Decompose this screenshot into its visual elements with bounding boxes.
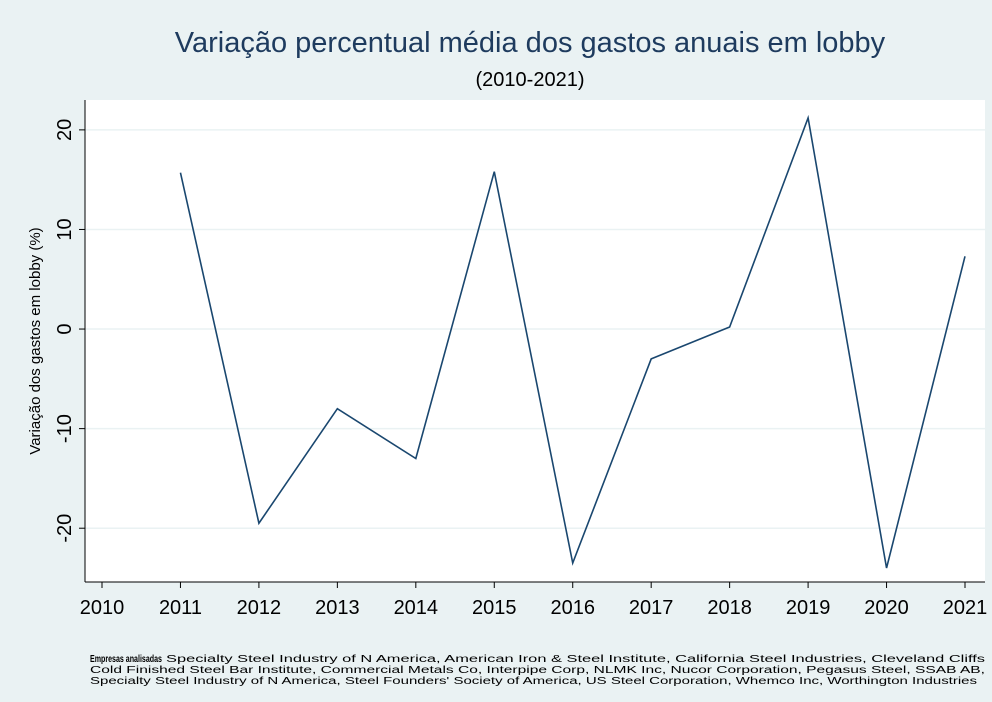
data-line xyxy=(179,114,966,569)
x-tick-label: 2012 xyxy=(237,597,282,619)
y-tick-label: 0 xyxy=(54,323,76,334)
note-line: Cold Finished Steel Bar Institute, Comme… xyxy=(90,665,985,676)
y-tick-label: -20 xyxy=(54,514,76,543)
x-tick-label: 2017 xyxy=(629,597,674,619)
note-line: Specialty Steel Industry of N America, A… xyxy=(166,654,985,665)
chart-title: Variação percentual média dos gastos anu… xyxy=(175,27,886,59)
x-tick-label: 2014 xyxy=(394,597,439,619)
x-tick-label: 2010 xyxy=(80,597,125,619)
note-line: Specialty Steel Industry of N America, S… xyxy=(90,676,977,687)
x-tick-label: 2018 xyxy=(707,597,752,619)
x-tick-label: 2019 xyxy=(786,597,831,619)
y-tick-label: -10 xyxy=(54,414,76,443)
x-tick-label: 2011 xyxy=(159,597,202,619)
note-label: Empresas analisadas xyxy=(90,654,162,665)
x-tick-label: 2021 xyxy=(943,597,988,619)
x-tick-label: 2015 xyxy=(472,597,517,619)
chart-subtitle: (2010-2021) xyxy=(476,69,585,91)
y-tick-label: 10 xyxy=(54,218,76,240)
plot-area xyxy=(85,100,985,582)
y-tick-label: 20 xyxy=(54,119,76,141)
x-tick-label: 2016 xyxy=(550,597,595,619)
y-axis-label: Variação dos gastos em lobby (%) xyxy=(27,227,44,454)
x-tick-label: 2013 xyxy=(315,597,360,619)
x-tick-label: 2020 xyxy=(864,597,909,619)
